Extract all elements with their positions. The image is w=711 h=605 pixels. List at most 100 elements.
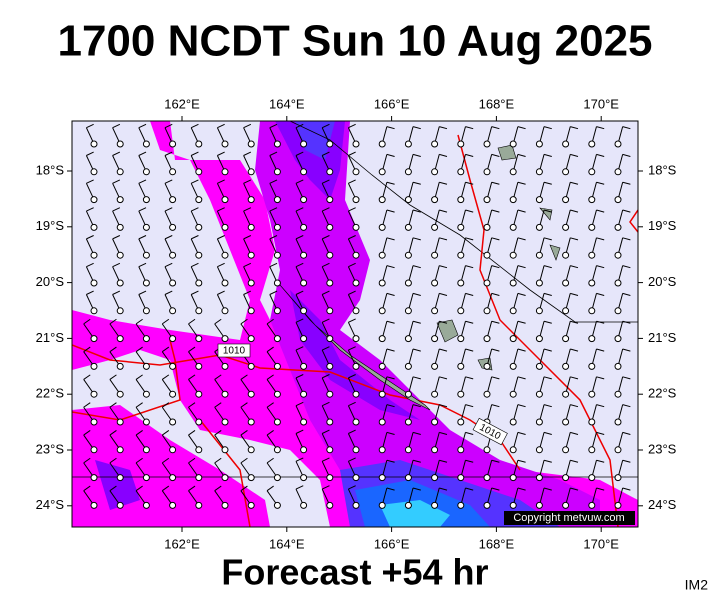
wind-barb <box>562 459 579 482</box>
barb-flag <box>622 292 631 296</box>
barb-station <box>431 279 439 287</box>
barb-station <box>562 418 570 426</box>
barb-flag <box>188 318 196 325</box>
wind-barb <box>483 376 500 398</box>
barb-station <box>535 362 543 370</box>
barb-flag <box>596 153 605 157</box>
barb-station <box>457 279 465 287</box>
barb-flag <box>517 431 526 435</box>
wind-barb <box>295 151 308 176</box>
barb-flag <box>622 376 631 380</box>
wind-barb <box>214 374 229 398</box>
barb-station <box>90 307 98 315</box>
barb-station <box>509 279 517 287</box>
barb-flag <box>295 179 304 184</box>
barb-station <box>300 307 308 315</box>
barb-flag <box>188 457 196 464</box>
barb-flag <box>517 209 526 213</box>
wind-barb <box>188 485 203 509</box>
isobar-label-box <box>217 343 251 358</box>
barb-station <box>247 335 255 343</box>
wind-barb <box>240 374 255 398</box>
wind-barb <box>109 430 124 454</box>
barb-flag <box>295 429 304 434</box>
barb-station <box>509 474 517 482</box>
barb-flag <box>386 459 395 463</box>
barb-station <box>247 279 255 287</box>
wind-barb <box>190 290 203 315</box>
barb-flag <box>570 292 579 296</box>
wind-barb <box>164 290 177 315</box>
barb-flag <box>439 126 448 130</box>
wind-barb <box>164 179 177 204</box>
wind-barb <box>483 348 500 370</box>
barb-station <box>404 446 412 454</box>
barb-station <box>195 251 203 259</box>
barb-flag <box>412 376 421 380</box>
barb-station <box>378 307 386 315</box>
wind-barb <box>109 346 124 370</box>
wind-barb <box>562 320 579 343</box>
barb-station <box>588 390 596 398</box>
barb-flag <box>269 151 278 156</box>
wind-barb <box>614 209 631 231</box>
barb-flag <box>83 457 91 464</box>
wind-barb <box>483 126 500 148</box>
barb-station <box>273 279 281 287</box>
barb-flag <box>164 235 173 240</box>
barb-station <box>535 140 543 148</box>
wind-barb <box>562 237 579 259</box>
barb-station <box>431 307 439 315</box>
barb-station <box>169 279 177 287</box>
barb-station <box>457 168 465 176</box>
latitude-label: 18°S <box>36 162 65 177</box>
barb-station <box>535 446 543 454</box>
wind-barb <box>483 209 500 231</box>
barb-station <box>352 362 360 370</box>
wind-barb <box>266 485 281 509</box>
wind-barb <box>431 292 448 315</box>
wind-barb <box>214 430 229 454</box>
wind-barb <box>535 487 552 509</box>
barb-flag <box>190 290 199 295</box>
barb-flag <box>240 318 248 325</box>
wind-barb <box>588 237 605 259</box>
barb-station <box>483 474 491 482</box>
wind-barb <box>347 346 360 370</box>
wind-barb <box>216 179 229 204</box>
barb-flag <box>386 404 395 408</box>
barb-station <box>116 251 124 259</box>
wind-barb <box>535 348 552 370</box>
barb-station <box>90 501 98 509</box>
isobar-label-box <box>472 417 508 446</box>
barb-station <box>247 168 255 176</box>
barb-station <box>195 223 203 231</box>
barb-flag <box>188 402 196 408</box>
wind-barb <box>614 376 631 398</box>
wind-barb <box>188 318 203 343</box>
wind-barb <box>431 126 448 148</box>
wind-barb <box>321 207 334 231</box>
barb-flag <box>570 126 579 130</box>
barb-station <box>90 251 98 259</box>
wind-barb <box>614 153 631 176</box>
wind-barb <box>614 265 631 287</box>
wind-barb <box>85 123 98 148</box>
barb-station <box>142 251 150 259</box>
wind-barb <box>138 151 150 176</box>
barb-flag <box>109 430 117 436</box>
barb-flag <box>83 318 91 325</box>
barb-flag <box>439 265 448 269</box>
barb-station <box>169 307 177 315</box>
barb-station <box>326 446 334 454</box>
wind-barb <box>240 402 255 426</box>
barb-station <box>535 418 543 426</box>
barb-flag <box>86 290 94 295</box>
barb-flag <box>240 374 248 380</box>
wind-barb <box>112 207 124 231</box>
barb-flag <box>112 151 121 156</box>
wind-barb <box>535 459 552 482</box>
barb-station <box>247 196 255 204</box>
barb-flag <box>161 485 170 492</box>
